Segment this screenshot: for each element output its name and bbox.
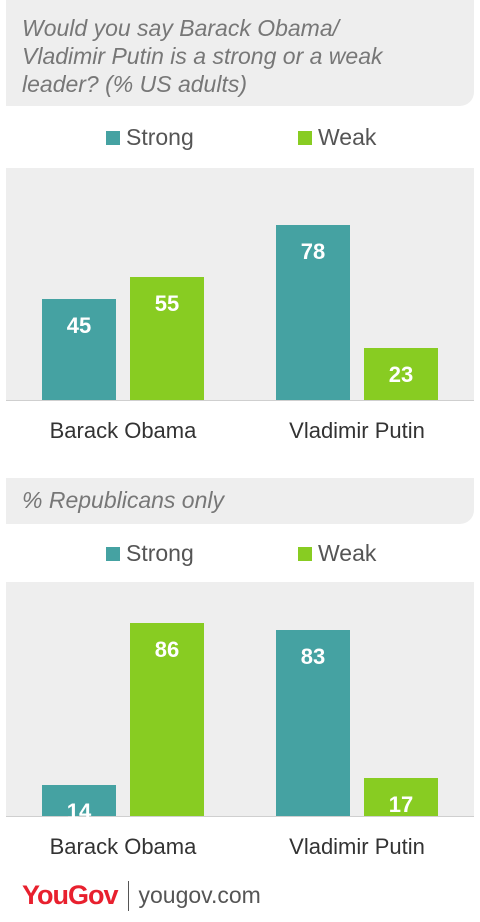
chart-title-box	[6, 478, 474, 524]
bar-strong-obama	[42, 785, 116, 816]
chart-title-line: leader? (% US adults)	[22, 71, 247, 97]
legend-item-weak: Weak	[298, 540, 376, 567]
category-label: Vladimir Putin	[289, 418, 425, 443]
legend-label: Weak	[318, 124, 377, 150]
legend-swatch-weak	[298, 546, 312, 561]
bar-weak-putin	[364, 348, 438, 400]
legend-swatch-strong	[106, 130, 120, 145]
legend-item-strong: Strong	[106, 540, 194, 567]
legend-label: Strong	[126, 124, 194, 150]
category-label: Vladimir Putin	[289, 834, 425, 859]
bar-strong-putin	[276, 630, 350, 816]
bar-value-label: 55	[154, 291, 180, 316]
x-axis-baseline	[6, 816, 474, 817]
chart-title-line: Would you say Barack Obama/	[22, 15, 340, 41]
yougov-logo: YouGov	[22, 880, 119, 910]
site-url: yougov.com	[138, 882, 261, 908]
category-label: Barack Obama	[49, 834, 197, 859]
bar-weak-obama	[130, 623, 204, 816]
legend-swatch-weak	[298, 130, 312, 145]
chart-title: % Republicans only	[22, 486, 224, 514]
bar-value-label: 14	[66, 799, 92, 824]
legend-item-strong: Strong	[106, 124, 194, 151]
category-label: Barack Obama	[49, 418, 197, 443]
bar-strong-obama	[42, 299, 116, 400]
chart-title-line: Vladimir Putin is a strong or a weak	[22, 43, 383, 69]
legend-swatch-strong	[106, 546, 120, 561]
bar-value-label: 86	[154, 637, 180, 662]
legend-item-weak: Weak	[298, 124, 376, 151]
bar-value-label: 17	[388, 792, 414, 817]
legend-label: Weak	[318, 540, 377, 566]
bar-value-label: 78	[300, 239, 326, 264]
bar-value-label: 45	[66, 313, 92, 338]
bar-weak-obama	[130, 277, 204, 400]
bar-value-label: 83	[300, 644, 326, 669]
legend-label: Strong	[126, 540, 194, 566]
bar-weak-putin	[364, 778, 438, 816]
bar-value-label: 23	[388, 362, 414, 387]
footer: YouGov yougov.com	[22, 880, 261, 911]
chart-title: Would you say Barack Obama/Vladimir Puti…	[22, 14, 383, 98]
footer-divider	[127, 880, 129, 911]
plot-area	[6, 582, 474, 816]
chart-title-line: % Republicans only	[22, 487, 225, 513]
bar-strong-putin	[276, 225, 350, 400]
x-axis-baseline	[6, 400, 474, 401]
chart-title-box	[6, 0, 474, 106]
